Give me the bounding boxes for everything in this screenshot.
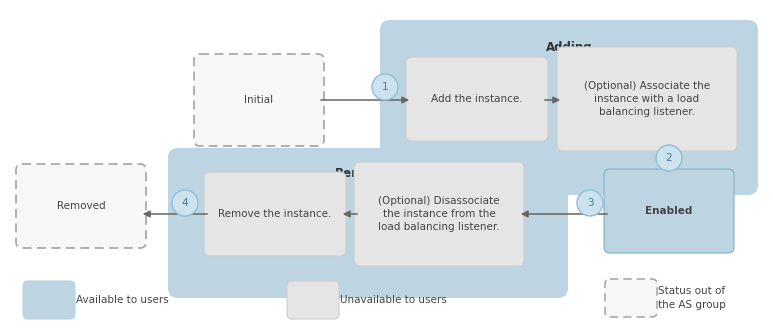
FancyBboxPatch shape	[380, 20, 758, 195]
FancyBboxPatch shape	[354, 162, 524, 266]
Text: Initial: Initial	[244, 95, 274, 105]
Circle shape	[577, 190, 603, 216]
FancyBboxPatch shape	[557, 47, 737, 151]
FancyBboxPatch shape	[194, 54, 324, 146]
Text: 3: 3	[587, 198, 594, 208]
Circle shape	[372, 74, 398, 100]
Text: (Optional) Associate the
instance with a load
balancing listener.: (Optional) Associate the instance with a…	[584, 81, 710, 117]
FancyBboxPatch shape	[605, 279, 657, 317]
Text: Removing: Removing	[335, 166, 401, 180]
Circle shape	[172, 190, 198, 216]
Text: Enabled: Enabled	[645, 206, 693, 216]
Text: 1: 1	[382, 82, 388, 92]
FancyBboxPatch shape	[604, 169, 734, 253]
Text: Removed: Removed	[56, 201, 105, 211]
FancyBboxPatch shape	[204, 172, 346, 256]
Text: Adding: Adding	[546, 42, 592, 55]
Text: Status out of
the AS group: Status out of the AS group	[658, 286, 726, 310]
Text: Add the instance.: Add the instance.	[431, 94, 523, 104]
Text: 2: 2	[666, 153, 673, 163]
Text: 4: 4	[182, 198, 189, 208]
FancyBboxPatch shape	[287, 281, 339, 319]
FancyBboxPatch shape	[168, 148, 568, 298]
FancyBboxPatch shape	[23, 281, 75, 319]
FancyBboxPatch shape	[16, 164, 146, 248]
Text: (Optional) Disassociate
the instance from the
load balancing listener.: (Optional) Disassociate the instance fro…	[378, 196, 500, 232]
Circle shape	[656, 145, 682, 171]
Text: Available to users: Available to users	[76, 295, 169, 305]
FancyBboxPatch shape	[406, 57, 548, 141]
Text: Unavailable to users: Unavailable to users	[340, 295, 447, 305]
Text: Remove the instance.: Remove the instance.	[218, 209, 332, 219]
